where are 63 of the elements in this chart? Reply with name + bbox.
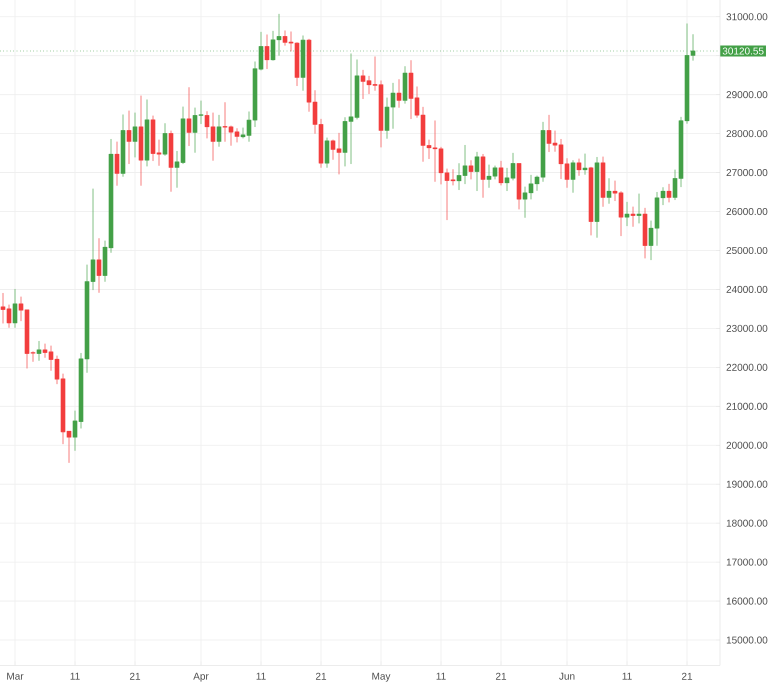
candlestick (186, 87, 192, 146)
candlestick (666, 184, 672, 202)
candlestick (162, 123, 168, 156)
x-tick-label: 11 (70, 672, 80, 680)
candlestick (588, 166, 594, 236)
candlestick (138, 95, 144, 186)
candlestick (600, 156, 606, 207)
candlestick (324, 137, 330, 168)
candlestick (582, 153, 588, 175)
candlestick (144, 99, 150, 166)
x-tick-label: 11 (436, 672, 446, 680)
y-tick-label: 23000.00 (726, 324, 768, 332)
x-tick-label: 21 (130, 672, 140, 680)
y-tick-label: 26000.00 (726, 208, 768, 216)
y-tick-label: 31000.00 (726, 13, 768, 20)
y-tick-label: 18000.00 (726, 520, 768, 527)
candlestick (480, 154, 486, 198)
candlestick (630, 206, 636, 227)
x-tick-label: Jun (559, 672, 574, 680)
candlestick (132, 112, 138, 158)
ref-line-label: 30120.55 (722, 47, 764, 55)
x-tick-label: May (372, 672, 390, 682)
candlestick (96, 238, 102, 293)
candlestick (216, 114, 222, 147)
y-tick-label: 22000.00 (726, 364, 768, 371)
candlestick (468, 160, 474, 180)
candlestick (264, 34, 270, 70)
y-tick-label: 27000.00 (726, 169, 768, 176)
candlestick (624, 202, 630, 226)
candlestick (576, 158, 582, 176)
candlestick (114, 141, 120, 186)
candlestick (126, 110, 132, 164)
x-tick-label: 11 (256, 672, 266, 680)
candlestick (474, 152, 480, 192)
x-tick-label: Apr (193, 672, 209, 682)
candlestick (498, 160, 504, 186)
x-tick-label: 21 (496, 672, 506, 680)
candlestick (606, 178, 612, 204)
x-tick-label: 21 (682, 672, 692, 680)
candlestick (396, 79, 402, 108)
candlestick (36, 340, 42, 361)
y-tick-label: 24000.00 (726, 286, 768, 293)
y-tick-label: 17000.00 (726, 558, 768, 566)
y-tick-label: 29000.00 (726, 91, 768, 98)
x-tick-label: 11 (622, 672, 632, 680)
y-tick-label: 20000.00 (726, 442, 768, 449)
candlestick (594, 156, 600, 238)
candlestick (642, 208, 648, 258)
candlestick (636, 193, 642, 224)
candlestick (168, 130, 174, 192)
candlestick (570, 160, 576, 193)
candlestick (120, 114, 126, 177)
y-tick-label: 28000.00 (726, 130, 768, 138)
y-tick-label: 25000.00 (726, 246, 768, 254)
y-tick-label: 19000.00 (726, 480, 768, 488)
y-tick-label: 16000.00 (726, 598, 768, 605)
candlestick (402, 66, 408, 104)
x-tick-label: 21 (316, 672, 326, 680)
y-tick-label: 21000.00 (726, 402, 768, 410)
candlestick (12, 288, 18, 328)
y-tick-label: 15000.00 (726, 636, 768, 644)
x-tick-label: Mar (7, 672, 24, 680)
candlestick (516, 163, 522, 210)
